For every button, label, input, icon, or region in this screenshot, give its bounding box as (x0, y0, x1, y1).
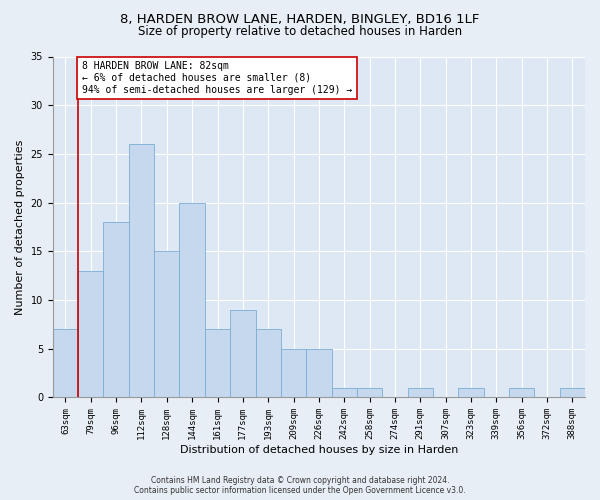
Bar (306, 349, 332, 398)
Bar (205, 330, 230, 398)
Bar (103, 222, 129, 398)
Bar (78, 271, 103, 398)
Bar (357, 388, 382, 398)
X-axis label: Distribution of detached houses by size in Harden: Distribution of detached houses by size … (180, 445, 458, 455)
Bar (53, 330, 78, 398)
Bar (458, 388, 484, 398)
Bar (179, 202, 205, 398)
Bar (407, 388, 433, 398)
Bar (256, 330, 281, 398)
Text: 8, HARDEN BROW LANE, HARDEN, BINGLEY, BD16 1LF: 8, HARDEN BROW LANE, HARDEN, BINGLEY, BD… (121, 12, 479, 26)
Text: Size of property relative to detached houses in Harden: Size of property relative to detached ho… (138, 25, 462, 38)
Y-axis label: Number of detached properties: Number of detached properties (15, 140, 25, 314)
Bar (281, 349, 306, 398)
Bar (129, 144, 154, 398)
Bar (230, 310, 256, 398)
Bar (560, 388, 585, 398)
Bar (509, 388, 535, 398)
Text: 8 HARDEN BROW LANE: 82sqm
← 6% of detached houses are smaller (8)
94% of semi-de: 8 HARDEN BROW LANE: 82sqm ← 6% of detach… (82, 62, 352, 94)
Bar (154, 252, 179, 398)
Text: Contains HM Land Registry data © Crown copyright and database right 2024.
Contai: Contains HM Land Registry data © Crown c… (134, 476, 466, 495)
Bar (332, 388, 357, 398)
